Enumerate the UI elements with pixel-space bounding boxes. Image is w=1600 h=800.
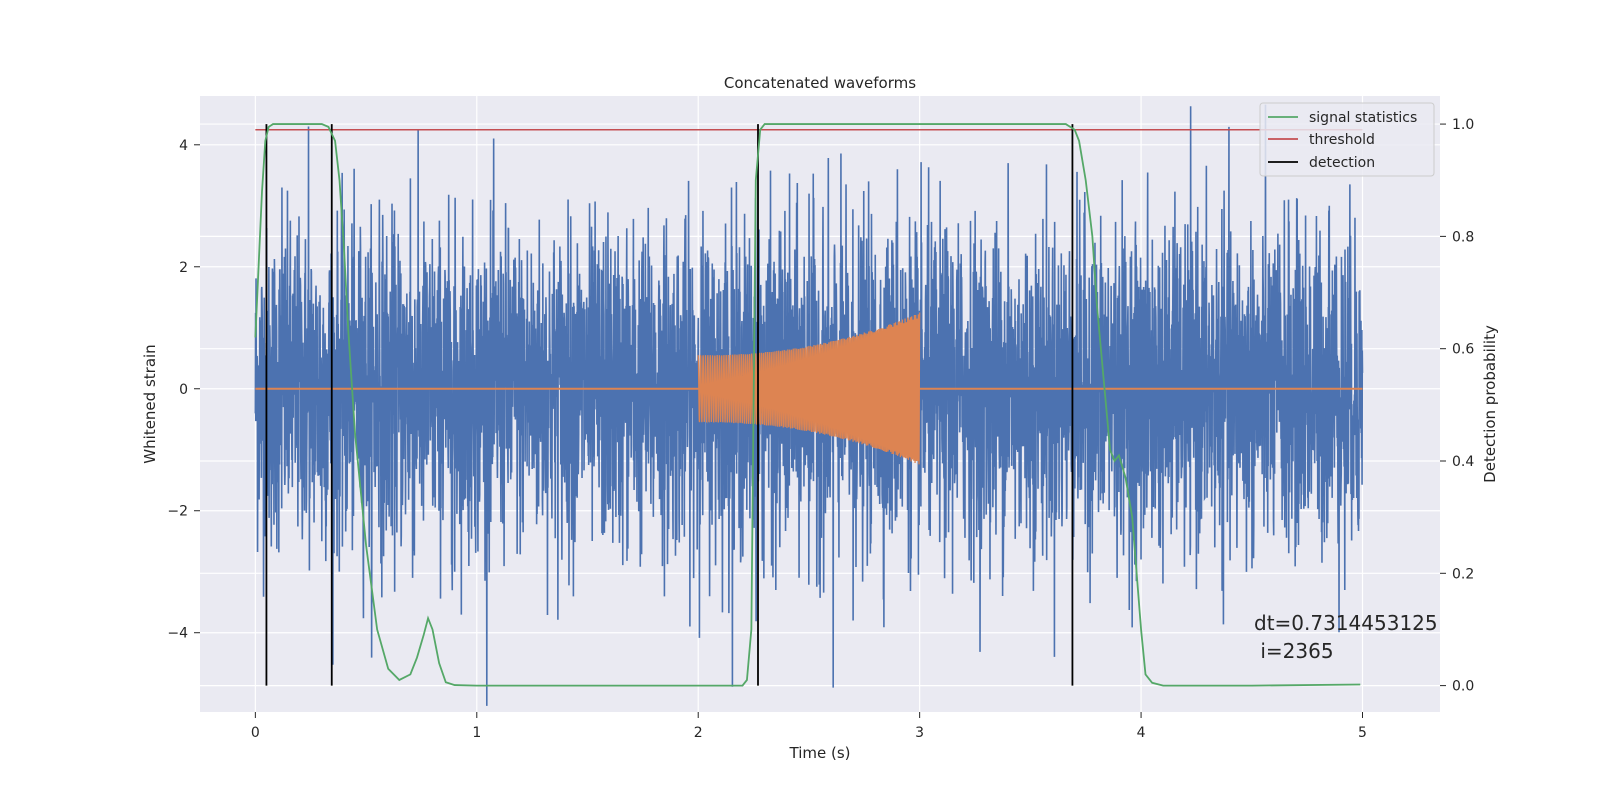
- y2-tick-label-3: 0.6: [1452, 342, 1474, 358]
- y-tick-label-4: 4: [179, 138, 188, 154]
- y-tick-label-1: −2: [167, 504, 188, 520]
- legend-label-detection: detection: [1309, 155, 1375, 171]
- legend: signal statistics threshold detection: [1259, 102, 1435, 177]
- annotation-dt: dt=0.7314453125: [1254, 611, 1438, 635]
- y-tick-label-3: 2: [179, 260, 188, 276]
- y2-axis-ticks: 0.0 0.2 0.4 0.6 0.8 1.0: [1440, 117, 1474, 695]
- series-line-signal-statistics: [254, 123, 1361, 687]
- detection-lines: [265, 124, 1074, 686]
- legend-label-signal-statistics: signal statistics: [1309, 110, 1417, 126]
- plot-area: [254, 104, 1364, 706]
- y2-tick-label-4: 0.8: [1452, 229, 1474, 245]
- y-axis-label: Whitened strain: [141, 344, 159, 463]
- y2-tick-label-1: 0.2: [1452, 566, 1474, 582]
- x-axis-ticks: 0 1 2 3 4 5: [251, 712, 1367, 741]
- x-tick-label-1: 1: [472, 725, 481, 741]
- y-tick-label-0: −4: [167, 626, 188, 642]
- x-tick-label-4: 4: [1137, 725, 1146, 741]
- y-tick-label-2: 0: [179, 382, 188, 398]
- legend-label-threshold: threshold: [1309, 132, 1375, 148]
- y2-axis-label: Detection probability: [1481, 325, 1499, 483]
- x-tick-label-5: 5: [1358, 725, 1367, 741]
- legend-box: [1259, 102, 1435, 177]
- annotation-i: i=2365: [1254, 639, 1334, 663]
- x-tick-label-3: 3: [915, 725, 924, 741]
- y-axis-ticks: −4 −2 0 2 4: [167, 138, 200, 642]
- y2-tick-label-0: 0.0: [1452, 679, 1474, 695]
- x-axis-label: Time (s): [789, 744, 851, 762]
- x-tick-label-0: 0: [251, 725, 260, 741]
- y2-tick-label-5: 1.0: [1452, 117, 1474, 133]
- chart-title: Concatenated waveforms: [724, 74, 916, 92]
- y2-tick-label-2: 0.4: [1452, 454, 1474, 470]
- x-tick-label-2: 2: [694, 725, 703, 741]
- series-line-injected-waveform: [697, 312, 921, 465]
